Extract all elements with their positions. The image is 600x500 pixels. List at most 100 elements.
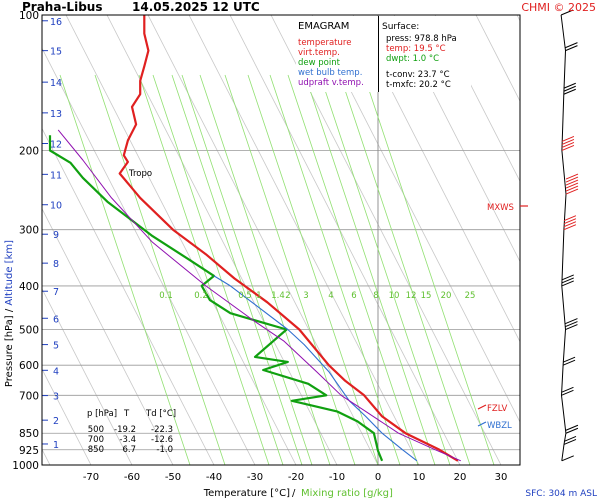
table-cell: 850 <box>88 445 104 455</box>
temperature-tick-label: -30 <box>247 472 263 483</box>
mixing-ratio-line <box>94 74 226 465</box>
x-axis-label-mixing: Mixing ratio [g/kg] <box>301 488 393 499</box>
pressure-tick-label: 200 <box>19 145 39 157</box>
mixing-ratio-tick-label: 2 <box>285 291 290 301</box>
temperature-tick-label: 20 <box>454 472 467 483</box>
table-cell: 500 <box>88 425 104 435</box>
mixing-ratio-line <box>199 74 331 465</box>
pressure-tick-label: 400 <box>19 281 39 293</box>
mixing-ratio-tick-label: 4 <box>328 291 333 301</box>
fzlv-label: FZLV <box>487 404 508 414</box>
legend-temperature: temperature <box>298 38 351 48</box>
wind-barb <box>561 280 574 287</box>
dry-adiabat <box>42 207 174 465</box>
dry-adiabat <box>42 127 215 465</box>
wind-barb <box>565 185 579 192</box>
altitude-tick-label: 16 <box>50 17 62 28</box>
wind-barb <box>563 435 577 442</box>
pressure-tick-label: 925 <box>19 445 39 457</box>
surface-temp: temp: 19.5 °C <box>386 44 446 54</box>
wind-barb <box>561 386 574 393</box>
legend-title: EMAGRAM <box>298 21 349 32</box>
wind-barb <box>562 356 576 363</box>
mixing-ratio-tick-label: 0.1 <box>159 291 173 301</box>
wind-barb <box>561 142 575 148</box>
dry-adiabat <box>65 15 297 465</box>
wind-barb <box>561 145 575 151</box>
dry-adiabat <box>229 15 461 465</box>
table-cell: -22.3 <box>151 425 173 435</box>
altitude-tick-label: 2 <box>53 416 59 427</box>
wind-barb <box>563 438 577 445</box>
mixing-ratio-line <box>319 74 451 465</box>
dry-adiabat <box>42 288 133 465</box>
wind-barb <box>563 82 576 89</box>
mixing-ratio-line <box>287 74 419 465</box>
temperature-tick-label: 30 <box>495 472 508 483</box>
temperature-tick-label: 10 <box>413 472 426 483</box>
pressure-tick-label: 1000 <box>12 460 39 472</box>
mixing-ratio-lines <box>59 74 495 465</box>
altitude-tick-label: 6 <box>53 314 59 325</box>
mixing-ratio-tick-label: 1.4 <box>271 291 285 301</box>
altitude-tick-label: 15 <box>50 47 62 58</box>
pressure-tick-label: 850 <box>19 428 39 440</box>
legend-box <box>296 16 378 92</box>
altitude-tick-label: 11 <box>50 170 62 181</box>
wind-barb <box>565 427 579 434</box>
table-cell: 700 <box>88 435 104 445</box>
series-line-dew-point <box>48 135 384 462</box>
altitude-tick-label: 13 <box>50 109 62 120</box>
temperature-tick-label: -60 <box>124 472 140 483</box>
temperature-tick-label: -70 <box>83 472 99 483</box>
altitude-tick-label: 7 <box>53 287 59 298</box>
altitude-tick-label: 10 <box>50 201 62 212</box>
wind-barb <box>565 188 579 195</box>
credit-label: CHMI © 2025 <box>521 1 596 14</box>
mixing-ratio-line <box>152 74 284 465</box>
series-line-wet-bulb-temp- <box>213 275 418 462</box>
mixing-ratio-tick-label: 10 <box>389 291 400 301</box>
wind-barb <box>565 176 579 183</box>
altitude-tick-label: 14 <box>50 78 62 89</box>
dry-adiabat <box>434 15 520 183</box>
surface-tmxfc: t-mxfc: 20.2 °C <box>386 80 451 90</box>
table-cell: -12.6 <box>151 435 173 445</box>
table-header-t: T <box>123 409 130 419</box>
series-line-udpraft-v-temp- <box>57 129 461 462</box>
mixing-ratio-tick-label: 12 <box>406 291 417 301</box>
dry-adiabat <box>42 47 256 465</box>
series-layer <box>48 15 461 462</box>
mixing-ratio-tick-label: 1 <box>256 291 261 301</box>
mixing-ratio-tick-label: 25 <box>465 291 476 301</box>
legend-updraft-vtemp: udpraft v.temp. <box>298 78 364 88</box>
wind-barb <box>561 389 574 396</box>
level-table: p [hPa] T Td [°C] 500 -19.2 -22.3 700 -3… <box>87 409 176 455</box>
mixing-ratio-line <box>247 74 379 465</box>
dry-adiabat <box>0 15 9 465</box>
wbzl-marker <box>477 421 487 427</box>
mixing-ratio-line <box>224 74 356 465</box>
altitude-tick-label: 12 <box>50 140 62 151</box>
mixing-ratio-tick-label: 20 <box>441 291 452 301</box>
surface-press: press: 978.8 hPa <box>386 34 457 44</box>
x-axis-label-temperature: Temperature [°C] <box>203 488 290 499</box>
table-header-p: p [hPa] <box>87 409 117 419</box>
mixing-ratio-tick-label: 0.2 <box>194 291 208 301</box>
mixing-ratio-line <box>171 74 303 465</box>
wind-barbs <box>560 9 579 462</box>
wind-barb <box>563 218 577 225</box>
table-cell: -3.4 <box>119 435 136 445</box>
table-header-td: Td [°C] <box>145 409 176 419</box>
wind-barb <box>563 88 576 95</box>
y-axis-label-pressure: Pressure [hPa] / Altitude [km] <box>4 240 15 387</box>
surface-tconv: t-conv: 23.7 °C <box>386 70 450 80</box>
station-title: Praha-Libus <box>22 0 102 14</box>
wbzl-label: WBZL <box>487 421 512 431</box>
legend-wet-bulb: wet bulb temp. <box>298 68 362 78</box>
pressure-tick-label: 700 <box>19 390 39 402</box>
pressure-tick-label: 600 <box>19 360 39 372</box>
pressure-tick-label: 100 <box>19 10 39 22</box>
wind-barb <box>562 359 576 366</box>
